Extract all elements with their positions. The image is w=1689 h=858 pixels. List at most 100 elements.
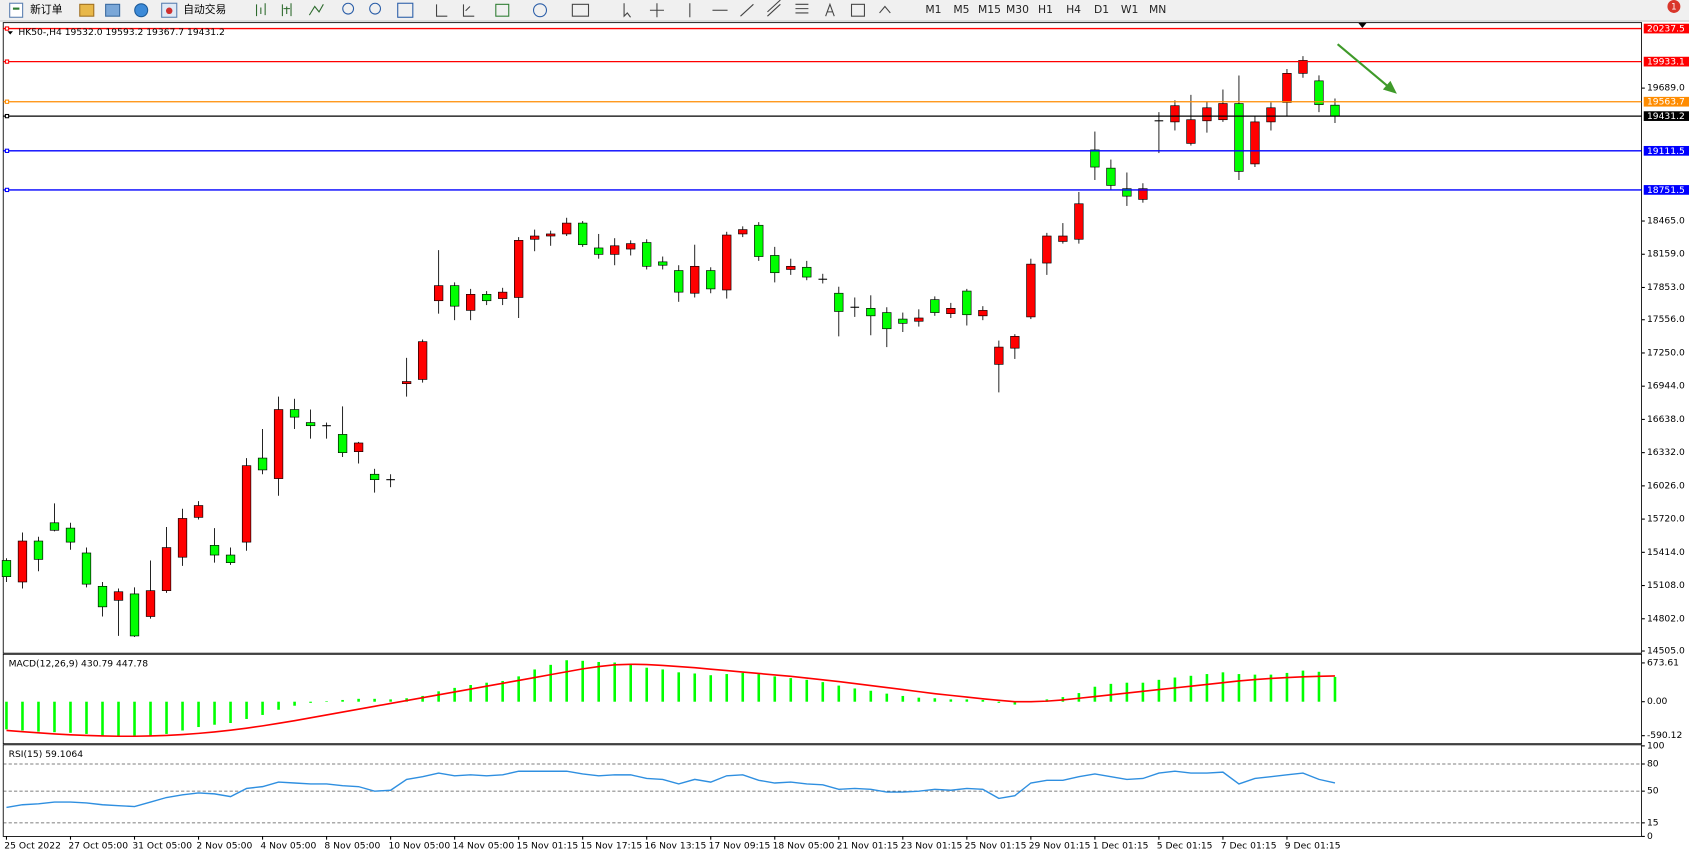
channel-icon[interactable] (767, 0, 781, 17)
trendline-icon[interactable] (740, 3, 754, 17)
timeframe-button[interactable]: W1 (1121, 3, 1139, 16)
histogram-bar (677, 672, 681, 702)
candle-body (786, 265, 796, 270)
y-tick-label: 80 (1647, 758, 1659, 769)
candle-body (882, 312, 892, 330)
bar-chart-icon[interactable] (255, 3, 266, 17)
histogram-bar (773, 676, 777, 702)
histogram-bar (949, 699, 953, 702)
x-tick-label: 29 Nov 01:15 (1029, 841, 1091, 852)
histogram-bar (565, 660, 568, 702)
periods-icon[interactable] (532, 3, 548, 18)
text-icon[interactable] (825, 2, 835, 17)
timeframe-button[interactable]: MN (1149, 3, 1166, 16)
candle-body (1314, 80, 1324, 105)
histogram-bar (1141, 682, 1145, 702)
histogram-bar (389, 699, 392, 702)
histogram-bar (1189, 675, 1193, 702)
histogram-bar (981, 699, 985, 702)
candle-body (273, 409, 284, 479)
timeframe-button[interactable]: M1 (925, 3, 941, 16)
histogram-bar (53, 701, 56, 733)
toolbar-icon[interactable] (79, 3, 95, 17)
histogram-bar (261, 701, 264, 715)
candle-body (1170, 105, 1180, 123)
alerts-badge[interactable] (1667, 0, 1681, 13)
candle-body (690, 265, 700, 294)
indicators-icon[interactable] (495, 3, 510, 17)
candle-body (722, 234, 732, 291)
candle-body (706, 270, 716, 290)
timeframe-button[interactable]: D1 (1094, 3, 1109, 16)
symbol-menu-arrow[interactable] (7, 31, 13, 35)
price-level-tag (1643, 56, 1689, 67)
y-tick-label: 15414.0 (1647, 547, 1685, 558)
new-order-button[interactable]: 新订单 (9, 2, 63, 18)
histogram-bar (245, 701, 248, 719)
price-level-label: 18751.5 (1647, 185, 1685, 196)
toolbar-icon[interactable] (105, 3, 121, 17)
y-tick-label: 16332.0 (1647, 447, 1685, 458)
x-tick-label: 27 Oct 05:00 (68, 841, 128, 852)
histogram-bar (645, 667, 649, 702)
fibo-icon[interactable] (795, 3, 809, 14)
toolbar-icon[interactable] (134, 3, 149, 18)
histogram-bar (1221, 672, 1225, 702)
timeframe-button[interactable]: H1 (1038, 3, 1053, 16)
panel-title: RSI(15) 59.1064 (9, 749, 84, 760)
timeframe-button[interactable]: M5 (953, 3, 969, 16)
price-level-handle[interactable] (4, 59, 10, 64)
object-tools (435, 0, 891, 18)
histogram-bar (37, 701, 40, 732)
candle-body (930, 299, 940, 313)
auto-trading-label: 自动交易 (183, 3, 226, 16)
histogram-bar (437, 691, 440, 702)
arrows-icon[interactable] (879, 5, 891, 14)
x-tick-label: 21 Nov 01:15 (837, 841, 899, 852)
timeframe-button[interactable]: M30 (1006, 3, 1029, 16)
y-tick-label: 14505.0 (1647, 646, 1685, 657)
histogram-bar (885, 693, 889, 702)
price-level-handle[interactable] (4, 187, 10, 193)
histogram-bar (821, 682, 825, 702)
timeframe-button[interactable]: H4 (1066, 3, 1081, 16)
histogram-bar (901, 695, 905, 702)
cursor-icon[interactable] (623, 3, 631, 18)
candle-body (1138, 188, 1148, 200)
price-level-handle[interactable] (4, 26, 10, 31)
histogram-bar (21, 701, 24, 731)
templates-icon[interactable] (571, 3, 590, 17)
histogram-bar (453, 687, 456, 702)
candle-body (97, 585, 108, 608)
price-level-tag (1643, 111, 1689, 121)
x-tick-label: 7 Dec 01:15 (1221, 841, 1277, 852)
price-level-handle[interactable] (4, 148, 10, 153)
price-level-handle[interactable] (4, 99, 10, 104)
candle-body (241, 465, 252, 543)
candle-body (1122, 188, 1132, 197)
candle-body (1298, 60, 1308, 74)
tile-icon[interactable] (397, 2, 414, 18)
price-level-handle[interactable] (4, 113, 10, 119)
label-icon[interactable] (850, 3, 865, 17)
candle-body (65, 527, 76, 543)
candle-body (369, 473, 380, 481)
zoom-in-icon[interactable] (342, 2, 355, 15)
candle-body (209, 545, 220, 556)
candle-chart-icon[interactable] (281, 3, 292, 17)
autoscroll-icon[interactable] (435, 4, 448, 17)
candle-body (978, 310, 988, 317)
timeframe-button[interactable]: M15 (978, 3, 1001, 16)
candle-body (482, 294, 492, 302)
candle-body (305, 422, 316, 427)
zoom-out-icon[interactable] (369, 2, 382, 15)
crosshair-icon[interactable] (649, 3, 664, 18)
shift-icon[interactable] (462, 4, 475, 17)
histogram-bar (917, 697, 921, 702)
histogram-bar (1077, 693, 1081, 702)
line-chart-icon[interactable] (308, 4, 324, 16)
histogram-bar (1237, 674, 1241, 702)
candle-body (81, 552, 92, 585)
auto-trading-button[interactable]: 自动交易 (161, 2, 227, 18)
